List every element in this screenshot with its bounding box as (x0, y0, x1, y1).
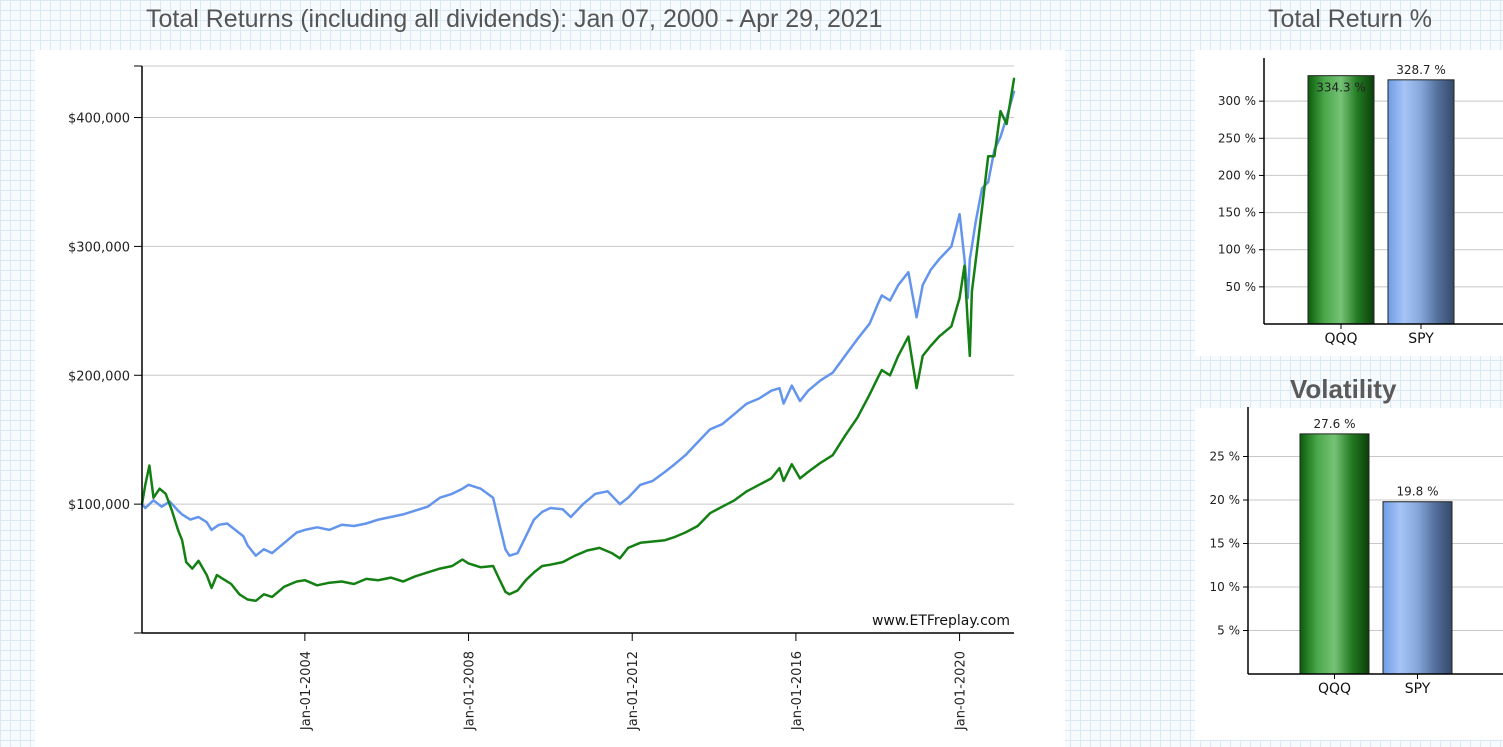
y-tick-label: 250 % (1218, 131, 1256, 145)
y-tick-label: 10 % (1210, 580, 1241, 594)
total-return-bar-chart: 50 % 100 % 150 % 200 % 250 % 300 % 334.3 % QQQ 3… (1195, 50, 1503, 356)
y-tick-label: 20 % (1210, 493, 1241, 507)
x-tick-label: Jan-01-2012 (626, 651, 641, 731)
y-tick-label: $100,000 (68, 498, 130, 513)
y-tick-label: $300,000 (68, 240, 130, 255)
bar-spy (1387, 79, 1455, 325)
watermark: www.ETFreplay.com (872, 613, 1010, 629)
total-returns-line-chart: $100,000 $200,000 $300,000 $400,000 Jan-01-2… (35, 50, 1065, 747)
bar-value-label: 334.3 % (1316, 81, 1366, 95)
line-chart-canvas: $100,000 $200,000 $300,000 $400,000 Jan-01-2… (68, 65, 1016, 731)
volatility-title: Volatility (1290, 374, 1397, 404)
bar-value-label: 19.8 % (1397, 485, 1439, 499)
x-tick-label: Jan-01-2016 (790, 651, 805, 731)
y-tick-label: 100 % (1218, 243, 1256, 257)
y-tick-label: $400,000 (68, 112, 130, 127)
volatility-bar-chart: 5 % 10 % 15 % 20 % 25 % 27.6 % QQQ 19.8 % SPY (1195, 407, 1503, 740)
y-tick-label: 300 % (1218, 94, 1256, 108)
main-chart-title: Total Returns (including all dividends):… (146, 5, 883, 33)
y-tick-label: 200 % (1218, 168, 1256, 182)
category-label: SPY (1408, 331, 1434, 347)
y-tick-label: 5 % (1217, 624, 1240, 638)
y-tick-label: 50 % (1226, 280, 1257, 294)
x-tick-label: Jan-01-2020 (954, 651, 969, 731)
category-label: QQQ (1324, 331, 1357, 347)
category-label: QQQ (1318, 681, 1351, 697)
series-line-spy (140, 90, 1016, 557)
bar-qqq (1299, 433, 1370, 675)
series-line-qqq (140, 77, 1016, 603)
y-tick-label: $200,000 (68, 369, 130, 384)
bar-value-label: 27.6 % (1314, 417, 1356, 431)
x-tick-label: Jan-01-2008 (463, 651, 478, 731)
volatility-bar-canvas: 5 % 10 % 15 % 20 % 25 % 27.6 % QQQ 19.8 % SPY (1210, 407, 1503, 697)
y-tick-label: 15 % (1210, 537, 1241, 551)
x-tick-label: Jan-01-2004 (299, 651, 314, 731)
bar-qqq (1307, 75, 1375, 325)
y-tick-label: 25 % (1210, 450, 1241, 464)
y-tick-label: 150 % (1218, 206, 1256, 220)
total-return-bar-canvas: 50 % 100 % 150 % 200 % 250 % 300 % 334.3 % QQQ 3… (1218, 58, 1503, 347)
bar-value-label: 328.7 % (1396, 63, 1446, 77)
total-return-title: Total Return % (1268, 5, 1432, 33)
bar-spy (1382, 501, 1453, 675)
category-label: SPY (1405, 681, 1431, 697)
